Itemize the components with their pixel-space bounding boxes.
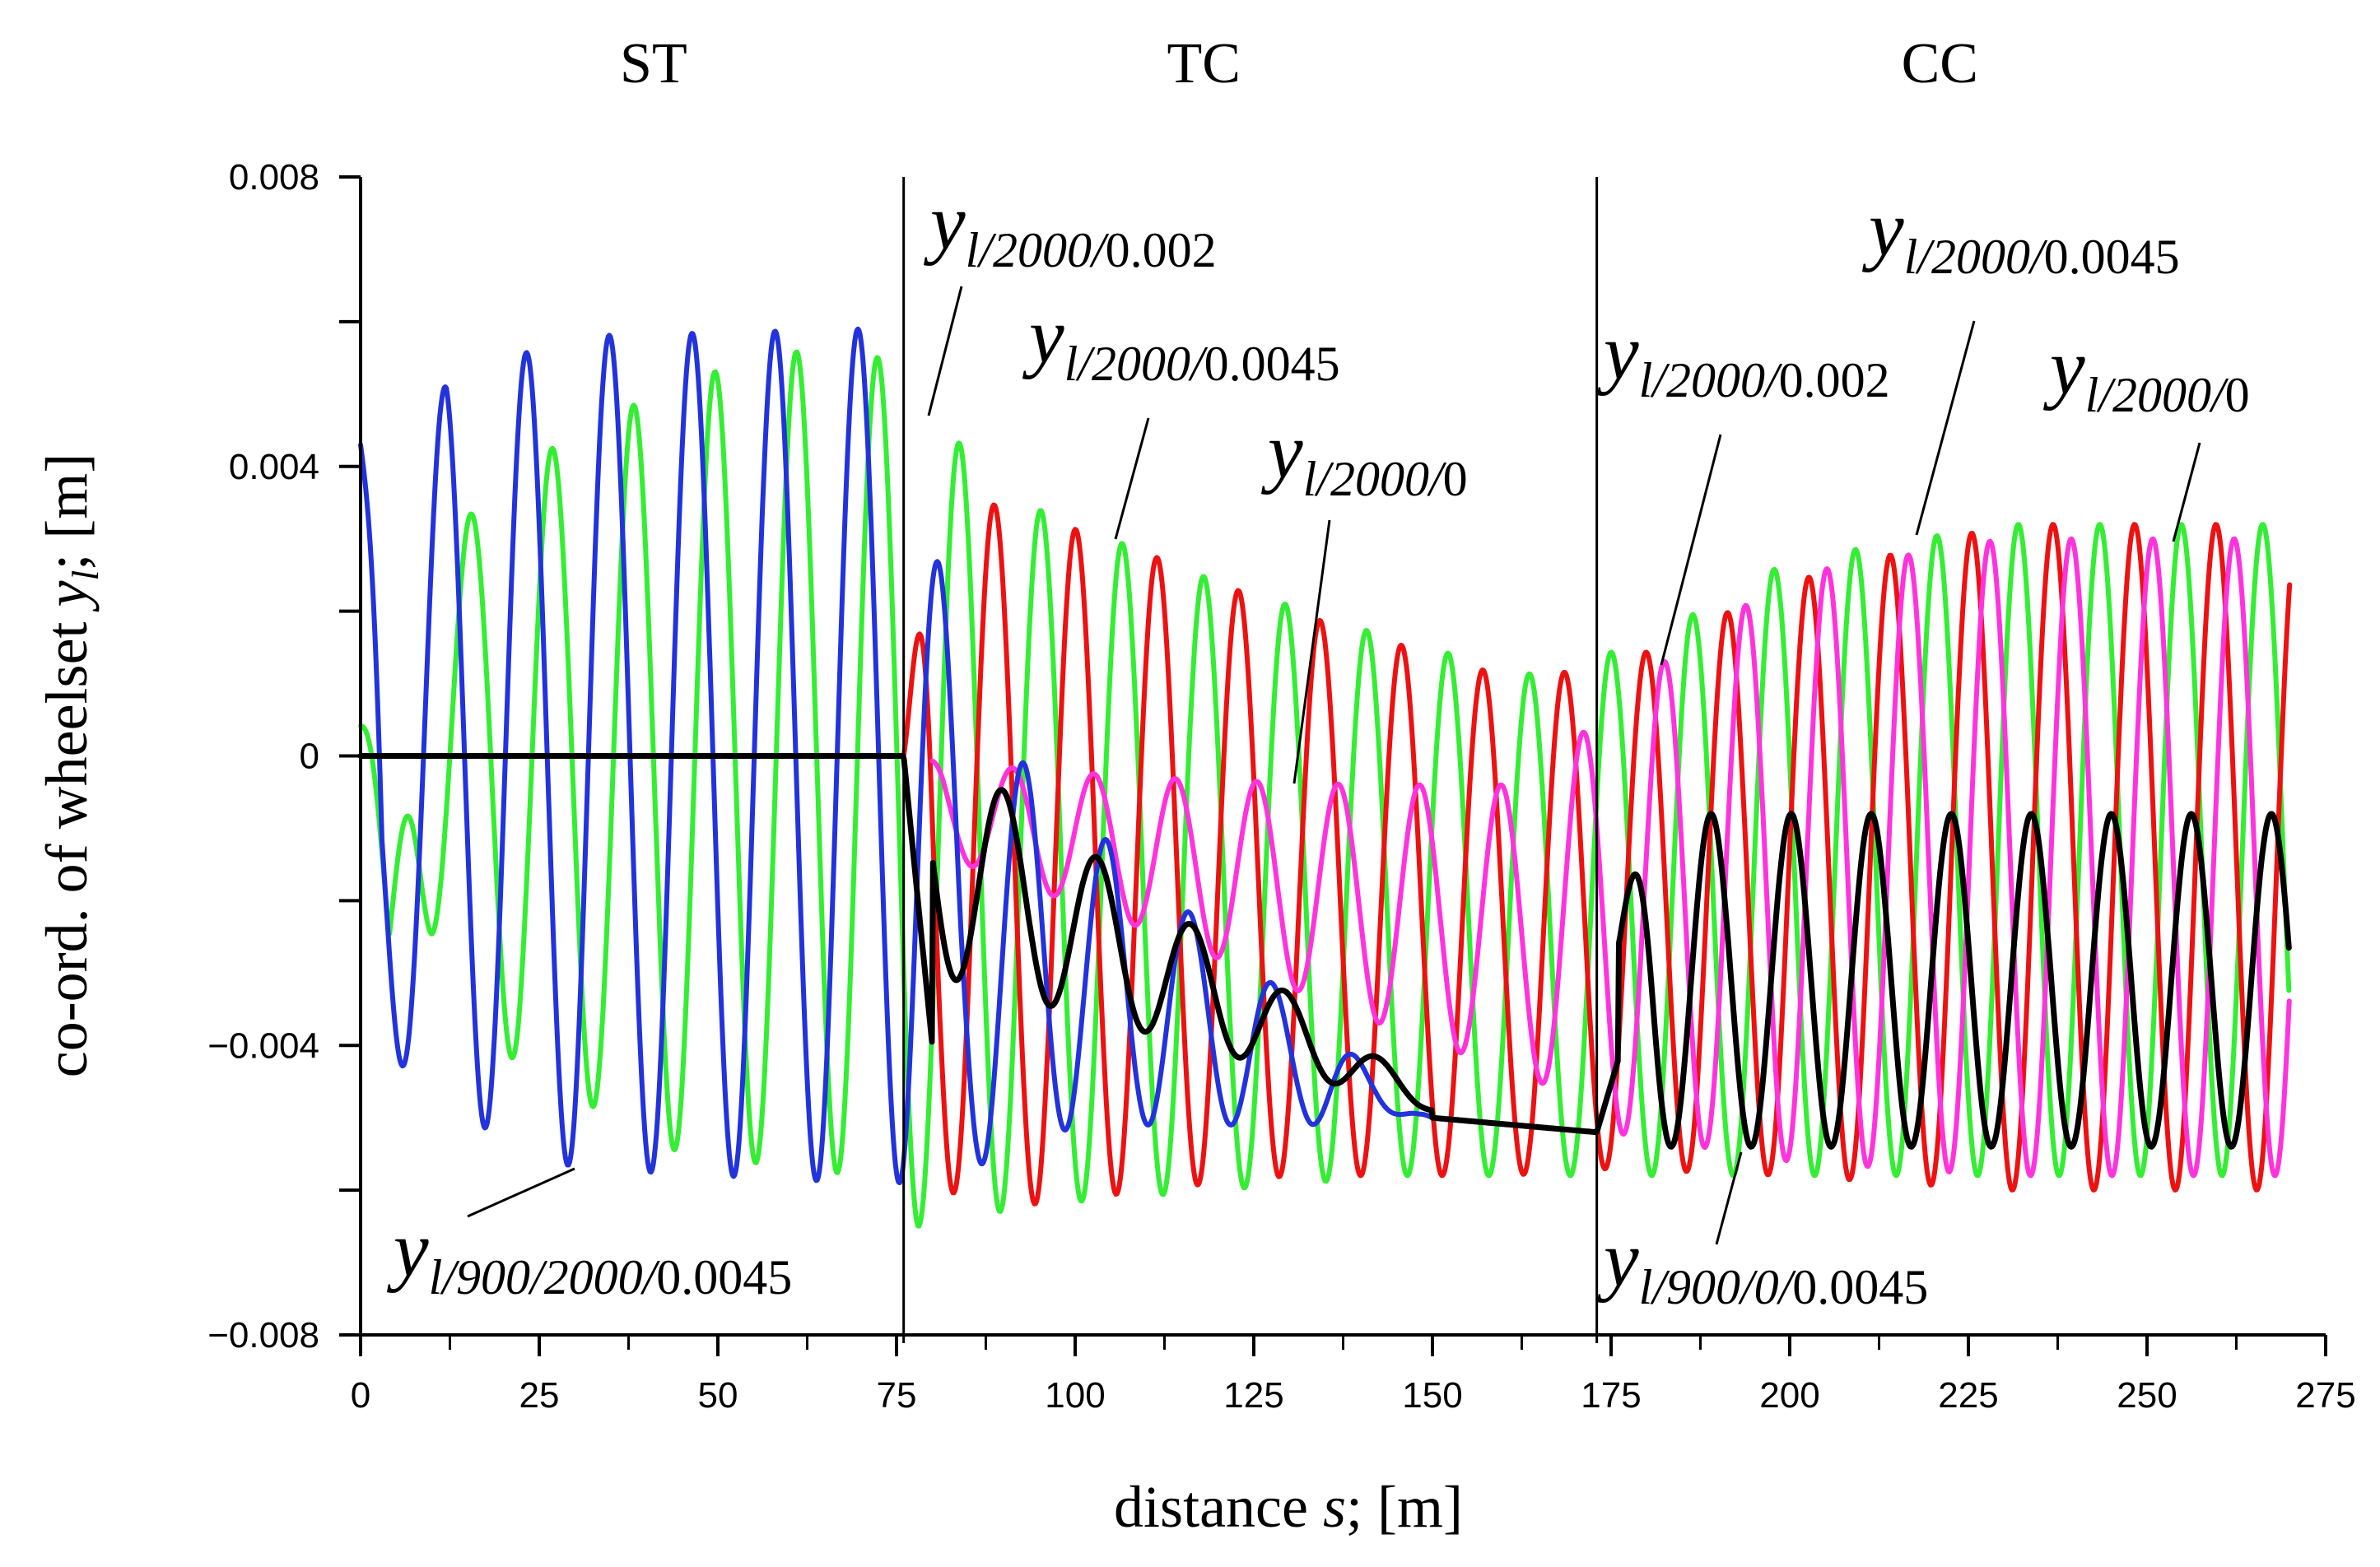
series-line-y-l-2000-0-002 [358,349,2292,1229]
x-tick-label-25: 25 [519,1375,560,1416]
x-tick-label-0: 0 [351,1375,370,1416]
series-line-y-l-2000-0 [929,536,2292,1179]
leader-cc-black [1715,1151,1743,1245]
x-axis-title: distance s; [m] [1114,1474,1463,1540]
y-tick-label: −0.008 [207,1315,319,1355]
x-tick-label-125: 125 [1223,1375,1283,1416]
annotation-tc-red: yl/2000/0.0045 [1022,291,1340,391]
leader-tc-magenta [1292,519,1331,784]
annotation-cc-red: yl/2000/0.0045 [1861,184,2180,284]
series-line-y-l-900-0-0-0045 [357,753,2292,1150]
leader-cc-green [1660,434,1722,666]
x-tick-label-175: 175 [1581,1375,1641,1416]
leader-cc-red [1915,320,1976,536]
region-label-st: ST [620,32,687,95]
region-label-tc: TC [1167,32,1241,95]
x-tick-label-75: 75 [877,1375,917,1416]
annotation-leaders [467,286,2201,1245]
leader-st-blue [467,1167,575,1218]
x-tick-label-200: 200 [1759,1375,1819,1416]
x-tick-label-150: 150 [1402,1375,1462,1416]
boundary-layer [902,177,1599,1343]
y-tick-label: 0.008 [229,157,319,198]
annotation-tc-magenta: yl/2000/0 [1260,407,1468,506]
leader-cc-magenta [2172,442,2201,542]
annotation-st-blue: yl/900/2000/0.0045 [386,1205,792,1304]
y-tick-label: 0 [300,737,319,777]
x-tick-label-100: 100 [1045,1375,1105,1416]
x-tick-label-250: 250 [2117,1375,2177,1416]
x-tick-label-50: 50 [698,1375,738,1416]
annotation-cc-black: yl/900/0/0.0045 [1596,1215,1928,1314]
annotation-cc-magenta: yl/2000/0 [2042,323,2250,422]
y-axis-title: co-ord. of wheelset yl; [m] [34,453,106,1078]
x-tick-label-225: 225 [1938,1375,1998,1416]
y-tick-label: 0.004 [229,447,319,487]
axis-layer: 0 25 50 75 100 125 150 175 200 225 250 275 0.008 0.00… [207,157,2356,1416]
annotation-cc-green: yl/2000/0.002 [1596,308,1890,407]
region-label-cc: CC [1902,32,1978,95]
y-tick-label: −0.004 [207,1025,319,1066]
x-tick-label-275: 275 [2295,1375,2355,1416]
annotation-tc-green: yl/2000/0.002 [923,178,1217,277]
leader-tc-green [927,286,963,416]
leader-tc-red [1114,417,1150,540]
